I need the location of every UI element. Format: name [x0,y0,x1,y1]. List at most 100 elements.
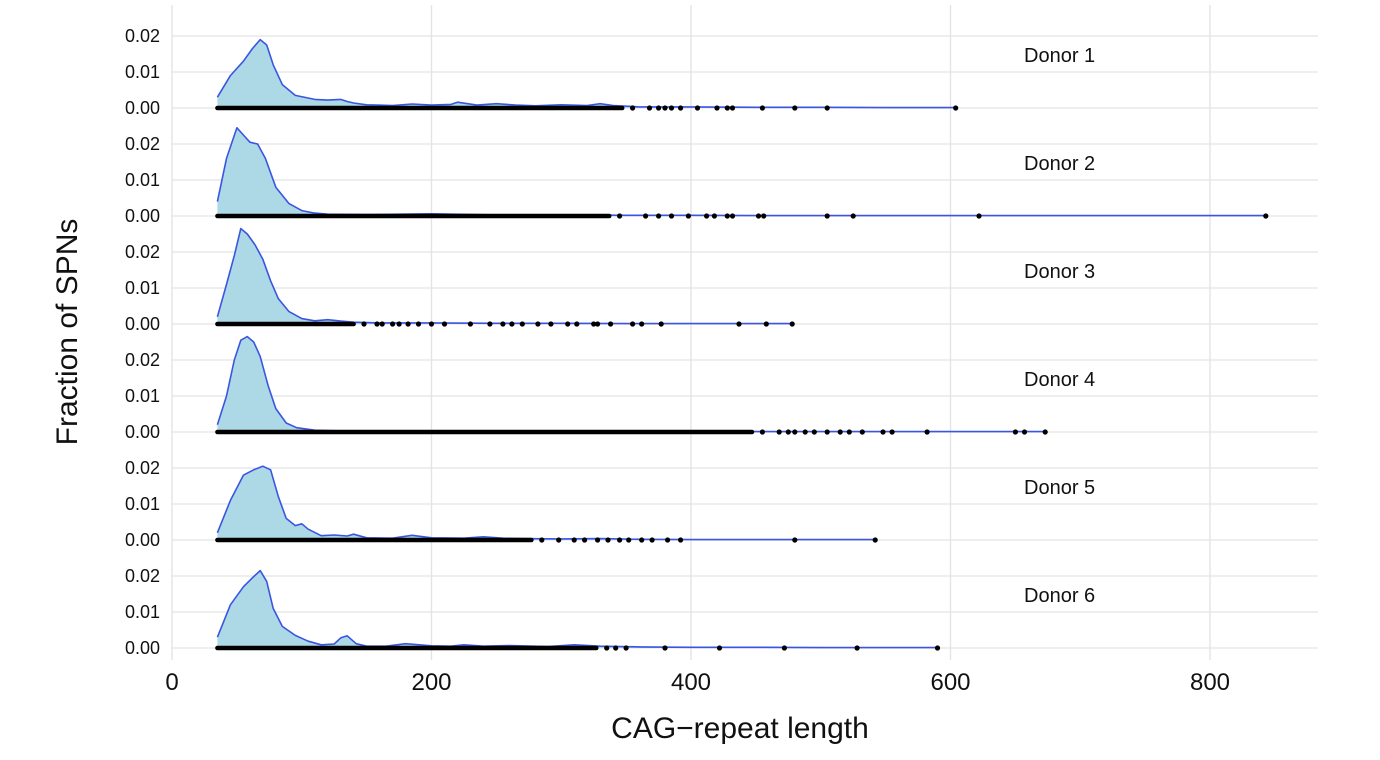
panel-label: Donor 2 [1024,153,1095,175]
observation-point [785,429,791,435]
observation-point [953,105,959,111]
observation-point [582,537,588,543]
observation-point [379,321,385,327]
observation-point [565,321,571,327]
observation-point [729,105,736,111]
observation-point [729,213,736,219]
observation-point [630,321,636,327]
observation-point [678,105,684,111]
y-tick-label: 0.01 [125,494,160,514]
density-area [217,39,956,108]
observation-point [613,645,619,651]
observation-point [539,537,545,543]
observation-point [617,213,623,219]
observation-point [519,321,525,327]
observation-point [761,213,767,219]
observation-point [574,321,580,327]
observation-point [776,429,782,435]
density-line [216,227,793,325]
panel-label: Donor 6 [1024,585,1095,607]
observation-point [595,537,601,543]
y-tick-label: 0.00 [125,422,160,442]
observation-point [608,321,614,327]
observation-point [824,213,830,219]
observation-point [792,537,798,543]
observation-point [792,429,798,435]
observation-point [556,537,562,543]
observation-point [487,321,493,327]
y-tick-label: 0.00 [125,98,160,118]
observation-point [405,321,411,327]
y-tick-label: 0.02 [125,242,160,262]
panel-label: Donor 3 [1024,261,1095,283]
observation-point [724,105,730,111]
observation-point [678,537,684,543]
observation-point [811,429,817,435]
density-line [216,335,1046,433]
observation-point [396,321,402,327]
observation-point [428,321,435,327]
observation-point [668,105,675,111]
observation-point [361,321,367,327]
observation-point [656,213,662,219]
y-tick-label: 0.01 [125,62,160,82]
observation-point [685,213,692,219]
observation-point [802,429,808,435]
observation-point [759,105,766,111]
y-tick-label: 0.02 [125,566,160,586]
observation-point [656,105,662,111]
observation-point [605,537,611,543]
observation-point [1042,429,1048,435]
observation-point [934,645,941,651]
observation-point [639,321,645,327]
observation-point [736,321,742,327]
observation-point [924,429,930,435]
observation-point [535,321,541,327]
observation-point [617,537,623,543]
observation-point [872,537,878,543]
density-area [217,127,1266,216]
observation-point [976,213,982,219]
observation-point [889,429,895,435]
y-axis-title: Fraction of SPNs [51,219,84,446]
observation-point [441,321,448,327]
observation-point [694,105,701,111]
observation-point [604,645,610,651]
y-tick-label: 0.01 [125,278,160,298]
observation-point [792,105,798,111]
observation-point [880,429,886,435]
y-tick-label: 0.01 [125,602,160,622]
observation-point [716,645,723,651]
observation-point [548,321,554,327]
observation-point [824,429,830,435]
y-tick-label: 0.00 [125,206,160,226]
observation-point [643,213,649,219]
observation-point [859,429,865,435]
panel-label: Donor 4 [1024,369,1095,391]
observation-point [755,213,762,219]
x-tick-label: 600 [930,669,970,696]
observation-point [623,645,629,651]
y-tick-label: 0.02 [125,26,160,46]
observation-point [646,105,653,111]
x-tick-label: 400 [671,669,711,696]
observation-point [854,645,860,651]
observation-point [763,321,769,327]
observation-point [500,321,506,327]
x-tick-label: 800 [1190,669,1230,696]
density-area [217,336,1046,432]
observation-point [789,321,795,327]
observation-point [704,213,710,219]
observation-point [630,105,636,111]
observation-point [390,321,396,327]
y-tick-label: 0.02 [125,134,160,154]
observation-point [1263,213,1269,219]
observation-point [662,105,668,111]
density-area [217,466,876,540]
y-tick-label: 0.00 [125,530,160,550]
x-tick-label: 200 [411,669,451,696]
observation-point [711,213,718,219]
y-tick-label: 0.01 [125,170,160,190]
observation-point [662,645,668,651]
